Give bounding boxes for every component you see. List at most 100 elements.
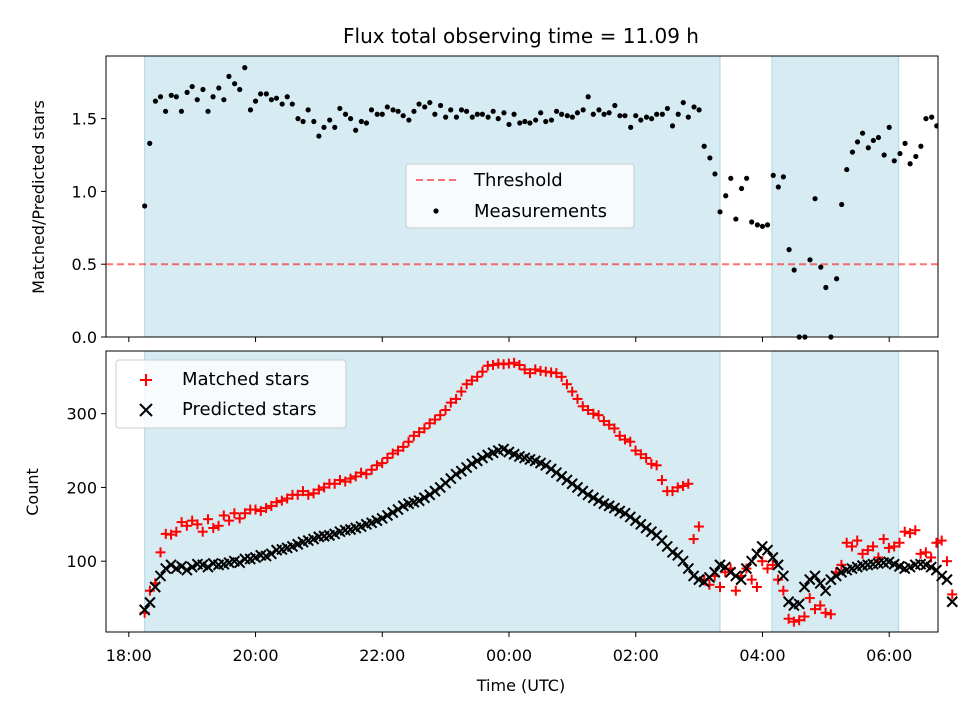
marker-stroke xyxy=(830,570,842,582)
marker-stroke xyxy=(914,558,927,570)
matched-star-point xyxy=(915,548,926,559)
predicted-star-point xyxy=(687,570,700,582)
matched-star-point xyxy=(424,418,435,429)
measurement-point xyxy=(390,107,396,113)
predicted-star-point xyxy=(429,485,441,497)
marker-stroke xyxy=(202,561,214,573)
matched-star-point xyxy=(419,423,430,434)
matched-star-point xyxy=(625,436,636,447)
marker-stroke xyxy=(635,518,647,531)
matched-star-point xyxy=(936,535,947,546)
matched-star-point xyxy=(825,609,836,620)
predicted-star-point xyxy=(381,509,394,522)
measurement-point xyxy=(648,116,655,122)
measurement-point xyxy=(363,120,370,126)
measurement-point xyxy=(638,117,644,123)
matched-star-point xyxy=(197,526,208,537)
measurement-point xyxy=(564,113,570,119)
matched-star-point xyxy=(382,452,393,463)
measurement-point xyxy=(612,102,618,109)
measurement-point xyxy=(194,97,200,103)
measurement-point xyxy=(237,86,243,93)
marker-stroke xyxy=(450,468,462,480)
measurement-point xyxy=(342,111,349,117)
matched-star-point xyxy=(451,393,462,404)
measurement-point xyxy=(358,118,364,125)
measurement-point xyxy=(147,140,153,146)
matched-star-point xyxy=(371,460,382,471)
matched-star-point xyxy=(266,500,277,511)
measurement-point xyxy=(453,114,460,120)
predicted-star-point xyxy=(154,570,167,582)
measurement-point xyxy=(347,116,354,122)
x-axis-label: Time (UTC) xyxy=(476,676,565,695)
measurement-point xyxy=(780,174,786,180)
marker-stroke xyxy=(529,455,541,467)
measurement-point xyxy=(157,94,164,100)
x-tick-label: 06:00 xyxy=(866,646,912,665)
predicted-star-point xyxy=(735,573,747,586)
matched-star-point xyxy=(941,556,952,567)
matched-star-point xyxy=(836,559,847,570)
marker-stroke xyxy=(186,561,198,573)
measurement-point xyxy=(142,203,148,209)
predicted-star-point xyxy=(730,570,742,582)
matched-star-point xyxy=(255,506,266,517)
matched-star-point xyxy=(641,452,652,463)
measurement-point xyxy=(675,111,681,117)
predicted-star-point xyxy=(640,522,652,534)
marker-stroke xyxy=(387,506,399,519)
measurement-point xyxy=(585,94,591,100)
predicted-star-point xyxy=(777,570,790,582)
matched-star-point xyxy=(609,423,620,434)
measurement-point xyxy=(432,111,438,117)
measurement-point xyxy=(443,114,449,120)
matched-star-point xyxy=(799,611,810,622)
marker-stroke xyxy=(772,559,784,571)
marker-stroke xyxy=(175,560,188,573)
marker-stroke xyxy=(756,540,768,553)
matched-star-point xyxy=(672,482,683,493)
predicted-star-point xyxy=(165,559,177,571)
predicted-star-point xyxy=(772,559,784,571)
matched-star-point xyxy=(282,493,293,504)
predicted-star-point xyxy=(387,506,399,519)
matched-star-point xyxy=(905,528,916,539)
measurement-point xyxy=(744,175,750,181)
matched-star-point xyxy=(234,513,245,524)
ratio-y-tick-label: 1.5 xyxy=(72,110,97,129)
measurement-point xyxy=(733,216,739,222)
marker-stroke xyxy=(471,455,483,467)
marker-stroke xyxy=(154,570,167,582)
predicted-star-point xyxy=(629,514,642,527)
matched-star-point xyxy=(820,607,831,618)
matched-star-point xyxy=(408,430,419,441)
matched-star-point xyxy=(693,521,704,532)
predicted-star-point xyxy=(181,564,193,576)
marker-stroke xyxy=(709,566,721,578)
marker-stroke xyxy=(540,459,552,472)
matched-star-point xyxy=(414,427,425,438)
measurement-point xyxy=(955,158,960,163)
matched-star-point xyxy=(561,379,572,390)
predicted-star-point xyxy=(577,485,589,497)
ratio-plot-area xyxy=(106,65,960,340)
predicted-star-point xyxy=(946,596,958,608)
predicted-star-point xyxy=(782,596,795,608)
count-y-tick-label: 100 xyxy=(66,552,97,571)
legend-predicted-label: Predicted stars xyxy=(182,399,316,420)
count-y-tick-label: 200 xyxy=(66,478,97,497)
marker-stroke xyxy=(513,450,526,463)
matched-star-point xyxy=(393,445,404,456)
marker-stroke xyxy=(645,525,658,538)
marker-stroke xyxy=(745,555,758,567)
matched-star-point xyxy=(509,357,520,368)
measurement-point xyxy=(929,114,935,120)
measurement-point xyxy=(353,127,359,133)
marker-stroke xyxy=(735,573,747,586)
count-y-axis-label: Count xyxy=(23,468,42,516)
measurement-point xyxy=(791,267,797,273)
measurement-point xyxy=(749,219,755,225)
count-panel: 100 200 300 18:00 20:00 22:00 00:00 02:00 04:00 0… xyxy=(66,350,958,665)
predicted-star-point xyxy=(476,452,489,464)
